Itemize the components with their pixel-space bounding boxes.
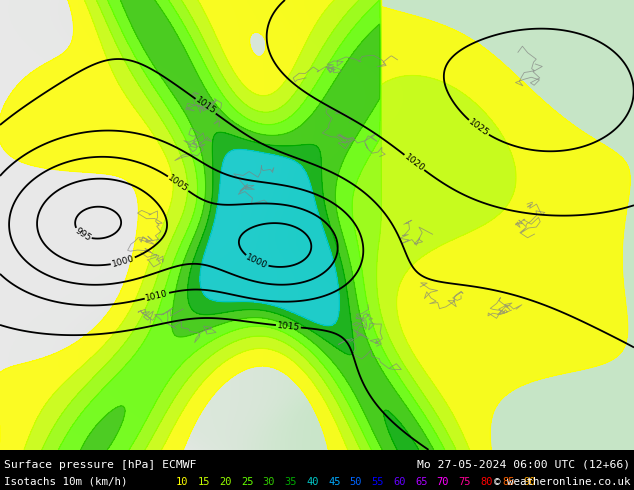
Text: 1015: 1015 [194,96,217,117]
Text: 45: 45 [328,477,340,487]
Text: 50: 50 [350,477,362,487]
Text: 30: 30 [262,477,275,487]
Text: 15: 15 [198,477,210,487]
Text: 65: 65 [415,477,427,487]
Text: 1005: 1005 [166,173,190,194]
Text: 25: 25 [241,477,254,487]
Text: 1025: 1025 [467,118,491,138]
Text: 10: 10 [176,477,188,487]
Text: 995: 995 [73,226,93,243]
Text: 1000: 1000 [244,253,269,271]
Text: 20: 20 [219,477,232,487]
Text: Mo 27-05-2024 06:00 UTC (12+66): Mo 27-05-2024 06:00 UTC (12+66) [417,460,630,470]
Text: 55: 55 [372,477,384,487]
Text: Isotachs 10m (km/h): Isotachs 10m (km/h) [4,477,127,487]
Text: 85: 85 [502,477,515,487]
Text: 90: 90 [524,477,536,487]
Text: 80: 80 [480,477,493,487]
Text: © weatheronline.co.uk: © weatheronline.co.uk [493,477,630,487]
Text: Surface pressure [hPa] ECMWF: Surface pressure [hPa] ECMWF [4,460,197,470]
Text: 60: 60 [393,477,406,487]
Text: 1020: 1020 [403,152,426,173]
Text: 75: 75 [458,477,471,487]
Text: 1000: 1000 [111,254,135,269]
Text: 35: 35 [285,477,297,487]
Text: 40: 40 [306,477,319,487]
Text: 1015: 1015 [276,321,301,332]
Text: 70: 70 [437,477,450,487]
Text: 1010: 1010 [145,289,169,303]
